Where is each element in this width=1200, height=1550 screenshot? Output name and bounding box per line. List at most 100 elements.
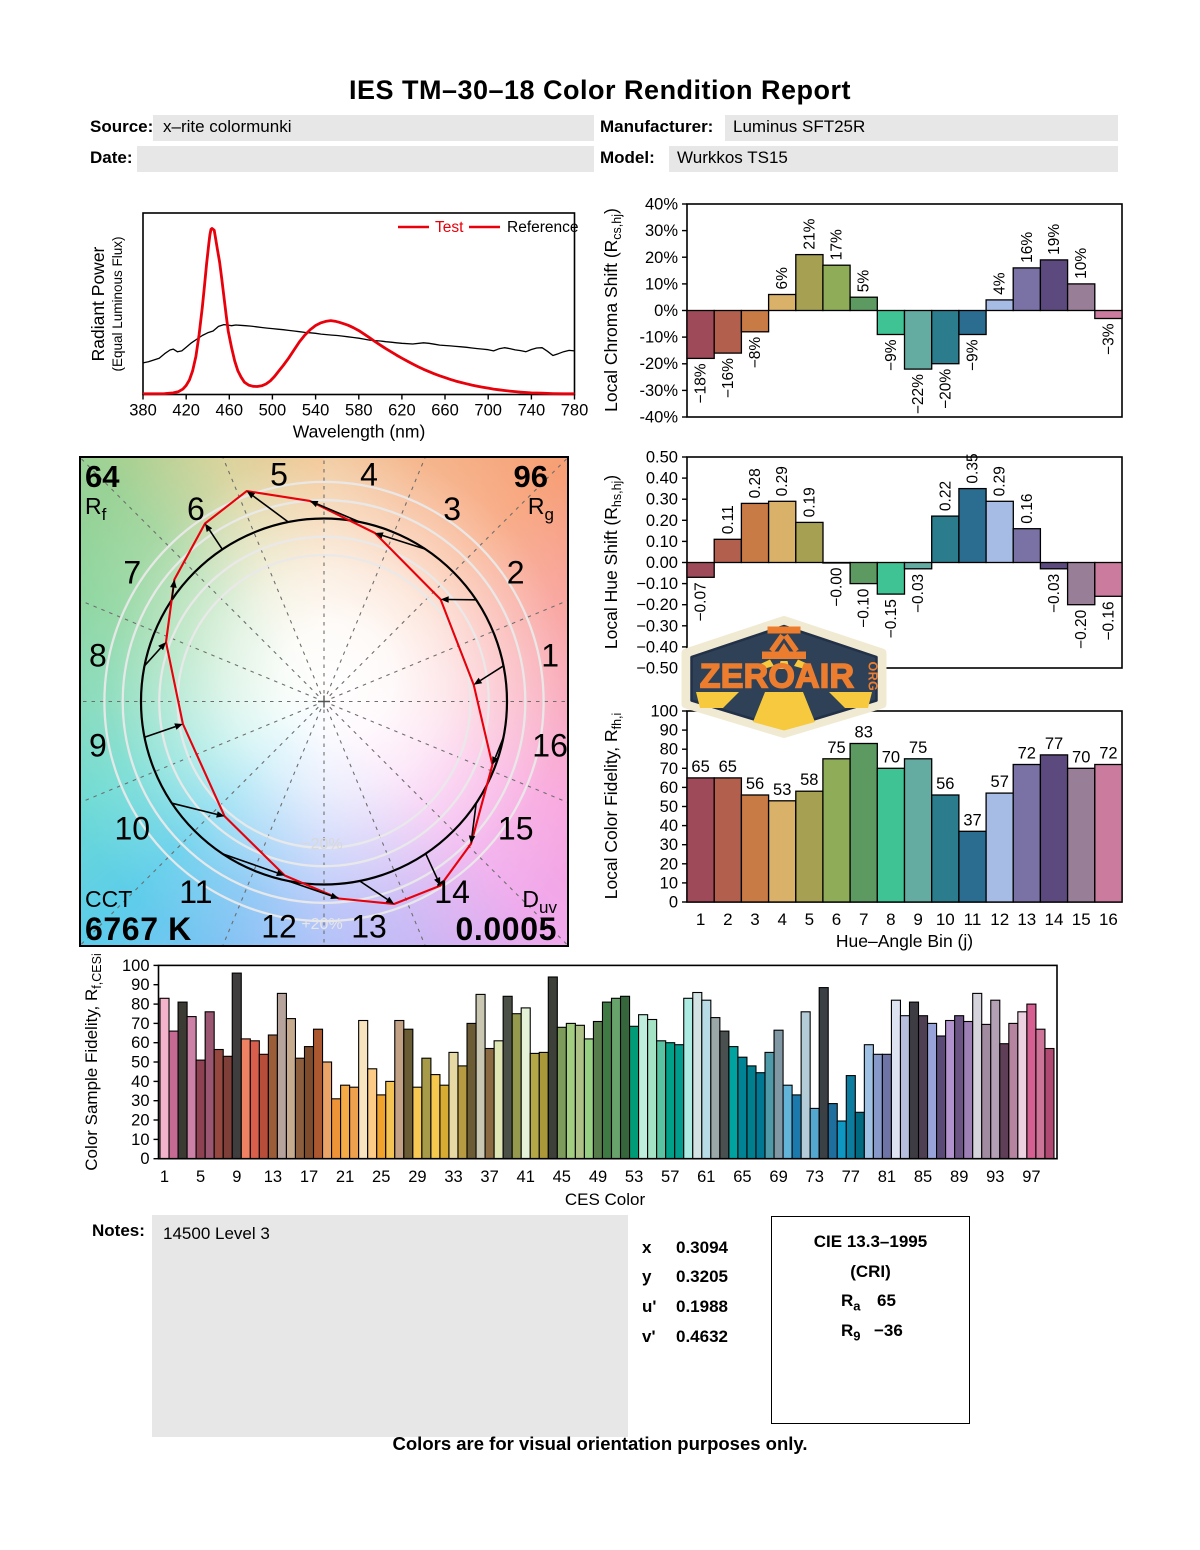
svg-text:10%: 10%	[1073, 248, 1090, 279]
svg-text:0.28: 0.28	[747, 468, 764, 498]
svg-text:93: 93	[986, 1168, 1004, 1186]
svg-text:−8%: −8%	[747, 337, 764, 369]
svg-text:−0.03: −0.03	[910, 574, 927, 613]
svg-text:72: 72	[1099, 745, 1117, 763]
svg-text:61: 61	[697, 1168, 715, 1186]
svg-text:30%: 30%	[645, 222, 678, 240]
svg-text:10: 10	[660, 874, 678, 892]
svg-text:16%: 16%	[1019, 232, 1036, 263]
svg-text:21%: 21%	[801, 218, 818, 249]
svg-text:0.40: 0.40	[646, 470, 678, 488]
svg-text:−0.30: −0.30	[636, 617, 678, 635]
svg-text:0.11: 0.11	[720, 505, 737, 534]
svg-text:96: 96	[514, 459, 548, 494]
svg-text:40%: 40%	[645, 196, 678, 214]
svg-text:57: 57	[661, 1168, 679, 1186]
svg-text:5: 5	[805, 910, 814, 929]
svg-text:13: 13	[351, 909, 387, 945]
svg-text:70: 70	[660, 760, 678, 778]
svg-text:16: 16	[1099, 910, 1118, 929]
svg-text:−0.20: −0.20	[1073, 609, 1090, 649]
svg-text:41: 41	[517, 1168, 535, 1186]
svg-text:6767 K: 6767 K	[85, 911, 192, 947]
svg-text:20: 20	[131, 1112, 149, 1130]
svg-text:−20%: −20%	[937, 369, 954, 409]
svg-text:45: 45	[553, 1168, 571, 1186]
svg-text:620: 620	[388, 402, 416, 420]
svg-text:0.35: 0.35	[965, 453, 982, 483]
svg-text:56: 56	[936, 775, 954, 793]
svg-text:12: 12	[990, 910, 1009, 929]
svg-text:10: 10	[115, 811, 151, 847]
svg-text:30: 30	[660, 836, 678, 854]
svg-text:56: 56	[746, 775, 764, 793]
svg-text:0.22: 0.22	[937, 481, 954, 511]
svg-text:500: 500	[259, 402, 287, 420]
svg-text:5: 5	[196, 1168, 205, 1186]
svg-text:0: 0	[140, 1150, 149, 1168]
svg-text:10: 10	[131, 1131, 149, 1149]
svg-text:50: 50	[660, 798, 678, 816]
svg-text:−0.03: −0.03	[1046, 574, 1063, 613]
svg-text:20%: 20%	[645, 249, 678, 267]
svg-text:89: 89	[950, 1168, 968, 1186]
svg-text:0.0005: 0.0005	[456, 911, 557, 947]
svg-text:37: 37	[480, 1168, 498, 1186]
svg-text:Local Color Fidelity, Rfh,i: Local Color Fidelity, Rfh,i	[601, 713, 624, 900]
svg-text:64: 64	[85, 459, 120, 494]
svg-text:0.29: 0.29	[774, 466, 791, 496]
svg-text:−16%: −16%	[720, 358, 737, 398]
svg-text:Local Hue Shift (Rhs,hj): Local Hue Shift (Rhs,hj)	[601, 475, 624, 649]
svg-text:700: 700	[474, 402, 502, 420]
svg-text:6: 6	[832, 910, 841, 929]
svg-text:−20%: −20%	[301, 836, 342, 853]
svg-text:7: 7	[123, 554, 141, 590]
svg-text:-30%: -30%	[639, 382, 678, 400]
svg-text:580: 580	[345, 402, 373, 420]
svg-text:19%: 19%	[1046, 224, 1063, 255]
svg-text:+20%: +20%	[301, 916, 342, 933]
svg-text:4: 4	[360, 456, 378, 492]
svg-text:−0.16: −0.16	[1100, 601, 1117, 640]
svg-text:0.20: 0.20	[646, 512, 678, 530]
svg-text:Test: Test	[435, 219, 464, 236]
svg-text:−3%: −3%	[1100, 323, 1117, 355]
svg-text:9: 9	[913, 910, 922, 929]
svg-text:1: 1	[696, 910, 705, 929]
svg-text:90: 90	[660, 722, 678, 740]
svg-text:17%: 17%	[829, 229, 846, 260]
svg-text:6: 6	[187, 491, 205, 527]
svg-text:-40%: -40%	[639, 409, 678, 427]
svg-text:740: 740	[518, 402, 546, 420]
svg-text:660: 660	[431, 402, 459, 420]
svg-text:72: 72	[1018, 745, 1036, 763]
svg-text:420: 420	[172, 402, 200, 420]
svg-text:53: 53	[625, 1168, 643, 1186]
svg-text:10%: 10%	[645, 275, 678, 293]
svg-text:69: 69	[769, 1168, 787, 1186]
svg-text:CCT: CCT	[85, 886, 132, 912]
svg-text:3: 3	[750, 910, 759, 929]
svg-text:81: 81	[878, 1168, 896, 1186]
svg-text:1: 1	[541, 638, 559, 674]
svg-text:−18%: −18%	[693, 363, 710, 403]
svg-text:0.19: 0.19	[801, 487, 818, 517]
svg-text:65: 65	[719, 758, 737, 776]
svg-text:−0.20: −0.20	[636, 596, 678, 614]
svg-text:0.16: 0.16	[1019, 494, 1036, 524]
svg-text:0.00: 0.00	[646, 554, 678, 572]
svg-text:14: 14	[434, 874, 470, 910]
svg-text:Radiant Power: Radiant Power	[88, 246, 108, 361]
svg-text:53: 53	[773, 781, 791, 799]
svg-text:70: 70	[882, 748, 900, 766]
svg-text:100: 100	[650, 703, 678, 721]
svg-text:90: 90	[131, 976, 149, 994]
svg-text:2: 2	[723, 910, 732, 929]
svg-text:−0.40: −0.40	[636, 638, 678, 656]
svg-text:65: 65	[733, 1168, 751, 1186]
svg-text:83: 83	[855, 724, 873, 742]
svg-text:75: 75	[909, 739, 927, 757]
svg-text:17: 17	[300, 1168, 318, 1186]
svg-text:8: 8	[89, 638, 107, 674]
svg-text:Reference: Reference	[507, 219, 579, 236]
